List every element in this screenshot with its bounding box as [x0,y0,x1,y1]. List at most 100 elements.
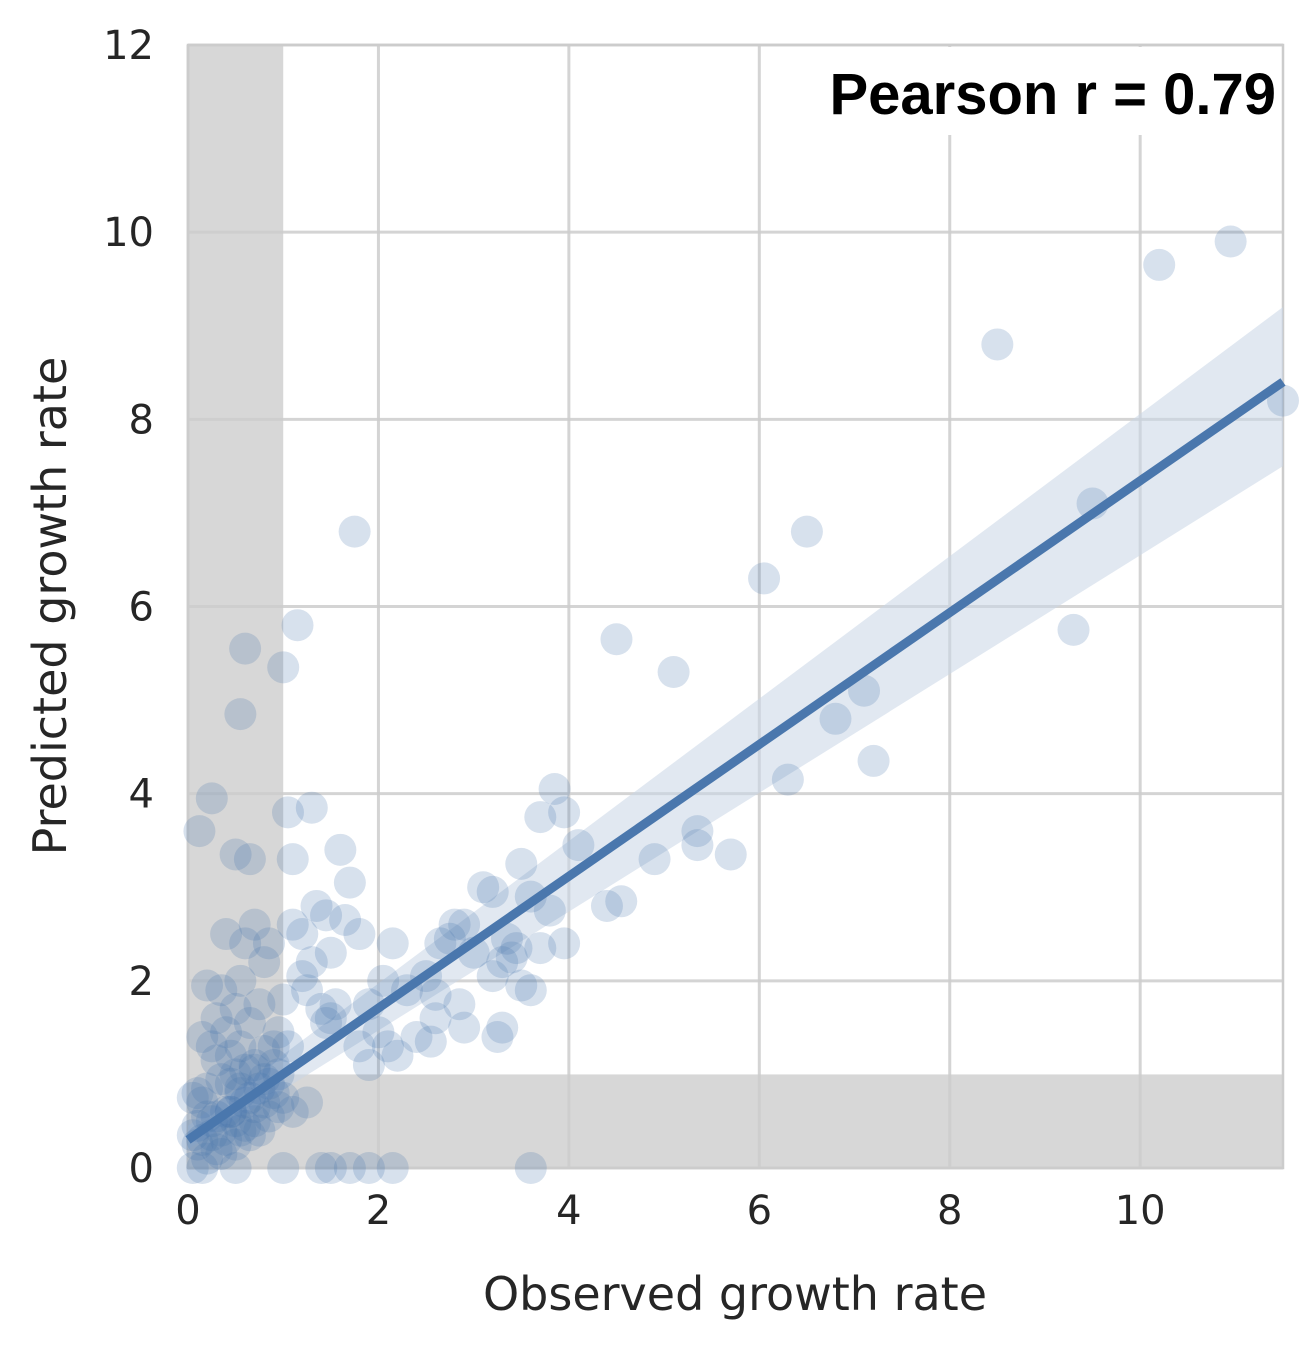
x-axis-label: Observed growth rate [483,1267,987,1321]
data-point [400,1020,433,1053]
data-point [233,1119,266,1152]
data-point [229,927,262,960]
data-point [233,843,266,876]
data-point [419,978,452,1011]
data-point [343,918,376,951]
data-point [305,1152,338,1184]
data-point [286,960,319,993]
data-point [857,744,890,777]
data-point [381,1039,414,1072]
data-point [548,796,581,829]
data-point [448,908,481,941]
data-point [267,651,300,684]
data-point [276,908,309,941]
data-point [367,964,400,997]
data-point [314,1152,347,1184]
data-point [191,1072,224,1105]
data-point [281,609,314,642]
data-point [500,932,533,965]
data-point [305,992,338,1025]
plot-frame [186,43,1285,1170]
data-point [533,894,566,927]
data-point [338,515,371,548]
data-point [505,847,538,880]
data-point [362,1016,395,1049]
data-point [186,1152,219,1184]
y-tick-label: 2 [129,959,154,1005]
data-point [681,829,714,862]
data-point [419,1002,452,1035]
data-point [333,866,366,899]
data-point [514,1152,547,1184]
data-point [562,829,595,862]
data-point [548,927,581,960]
data-point [191,1142,224,1175]
regression-line-layer [185,378,1286,1144]
data-point [271,1030,304,1063]
data-point [476,960,509,993]
data-point [229,1109,262,1142]
data-point [238,1053,271,1086]
data-point [238,908,271,941]
data-point [310,899,343,932]
data-point [481,1020,514,1053]
data-point [505,969,538,1002]
data-point [271,796,304,829]
data-point [205,1063,238,1096]
data-point [467,871,500,904]
data-point [314,1002,347,1035]
data-point [748,562,781,595]
data-point [495,941,528,974]
data-point [590,889,623,922]
data-point [229,1053,262,1086]
data-point [238,1105,271,1138]
data-point [224,1030,257,1063]
data-point [214,1067,247,1100]
data-point [414,1025,447,1058]
x-tick-label: 4 [556,1188,581,1234]
x-tick-label: 2 [366,1188,391,1234]
data-point [243,988,276,1021]
data-point [424,927,457,960]
data-point [1214,225,1247,258]
data-point [310,1006,343,1039]
data-point [514,974,547,1007]
data-point [329,904,362,937]
data-point [819,702,852,735]
data-point [476,875,509,908]
data-point [490,922,523,955]
data-point [210,918,243,951]
data-point [433,922,466,955]
data-point [714,838,747,871]
data-point [790,515,823,548]
data-point [300,889,333,922]
y-tick-label: 4 [129,772,154,818]
data-point [176,1152,209,1184]
x-tick-label: 0 [175,1188,200,1234]
data-point [771,763,804,796]
data-point [376,1152,409,1184]
data-point [200,1044,233,1077]
data-point [267,1081,300,1114]
data-point [248,1035,281,1068]
y-tick-label: 0 [129,1146,154,1192]
data-point [224,964,257,997]
data-point [981,328,1014,361]
data-point [200,1133,233,1166]
data-point [448,1011,481,1044]
data-point [219,1152,252,1184]
data-point [371,1030,404,1063]
data-point [219,1058,252,1091]
x-tick-label: 10 [1115,1188,1166,1234]
data-point [657,656,690,689]
data-point [238,1049,271,1082]
data-point [252,1100,285,1133]
data-point [262,1016,295,1049]
data-point [333,1152,366,1184]
data-point [267,983,300,1016]
data-point [291,1086,324,1119]
data-point [195,782,228,815]
x-tick-labels: 0 2 4 6 8 10 [175,1188,1165,1234]
y-tick-labels: 0 2 4 6 8 10 12 [103,23,154,1192]
data-point [438,908,471,941]
